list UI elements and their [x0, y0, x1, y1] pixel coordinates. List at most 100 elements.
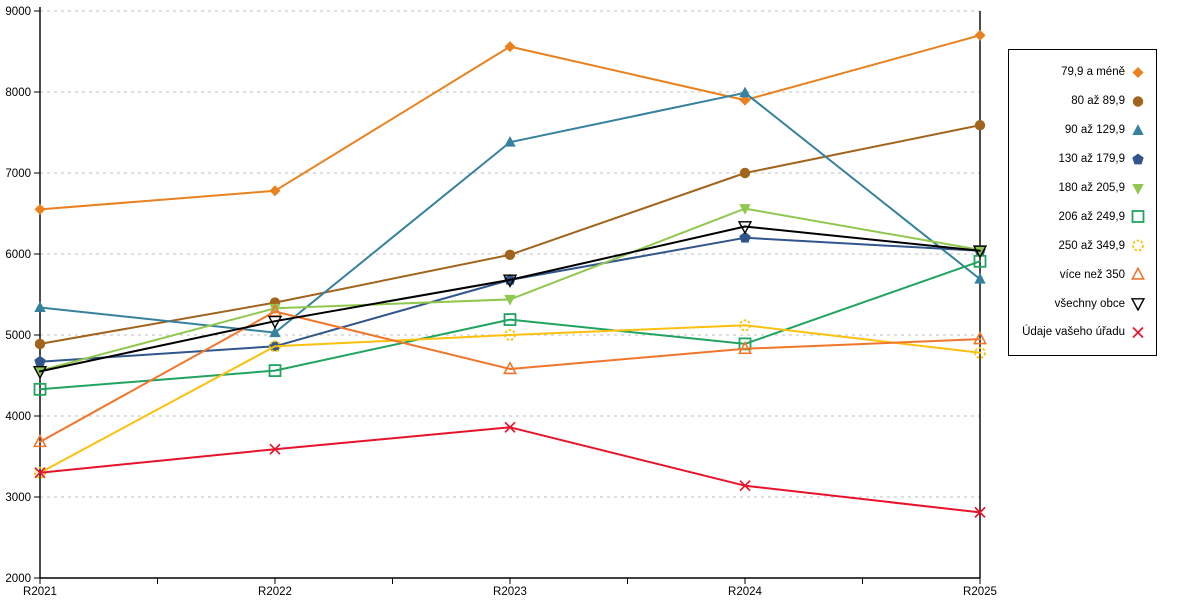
series: [34, 29, 986, 215]
x-axis-label: R2022: [258, 586, 292, 598]
legend-marker-icon: [1131, 210, 1145, 224]
data-point-marker-icon: [32, 434, 48, 448]
data-point-marker-icon: [739, 204, 751, 215]
series-line: [39, 260, 981, 391]
data-point-marker-icon: [739, 94, 751, 106]
legend-item: 79,9 a méně: [1013, 65, 1146, 80]
data-point-marker-icon: [739, 319, 751, 332]
series: [34, 86, 986, 338]
data-point-marker-icon: [974, 29, 986, 41]
legend-item: 80 až 89,9: [1013, 94, 1146, 109]
legend-item: více než 350: [1013, 267, 1146, 282]
legend-item: 130 až 179,9: [1013, 152, 1146, 167]
legend-item-label: 130 až 179,9: [1058, 153, 1125, 166]
legend-marker-icon: [1132, 183, 1144, 195]
series: [34, 421, 986, 519]
x-axis-label: R2021: [23, 586, 57, 598]
data-point-marker-icon: [269, 326, 281, 338]
x-axis-label: R2024: [728, 586, 762, 598]
legend-item-label: 206 až 249,9: [1058, 210, 1125, 223]
legend-item-label: 250 až 349,9: [1058, 239, 1125, 252]
legend-marker-icon: [1132, 326, 1144, 339]
series-line: [39, 324, 981, 474]
legend: 79,9 a méně 80 až 89,9 90 až 129,9 130 až 1…: [1008, 49, 1157, 356]
legend-item: Údaje vašeho úřadu: [1013, 325, 1146, 340]
data-point-marker-icon: [504, 294, 516, 306]
legend-marker-icon: [1130, 298, 1146, 312]
y-axis-label: 9000: [5, 6, 31, 18]
legend-item: 206 až 249,9: [1013, 209, 1146, 224]
legend-item-label: více než 350: [1059, 268, 1125, 281]
data-point-marker-icon: [739, 231, 751, 243]
data-point-marker-icon: [502, 361, 518, 375]
y-axis-label: 2000: [5, 573, 31, 585]
series-line: [39, 426, 981, 514]
legend-item-label: 79,9 a méně: [1061, 66, 1125, 79]
legend-item-label: Údaje vašeho úřadu: [1022, 326, 1125, 339]
data-point-marker-icon: [34, 355, 46, 367]
data-point-marker-icon: [503, 313, 517, 327]
series: [33, 254, 987, 396]
x-axis-label: R2023: [493, 586, 527, 598]
data-point-marker-icon: [974, 272, 986, 284]
legend-item-label: 90 až 129,9: [1064, 124, 1125, 137]
legend-item-label: všechny obce: [1054, 297, 1125, 310]
legend-item-label: 180 až 205,9: [1058, 182, 1125, 194]
y-axis-label: 4000: [5, 411, 31, 423]
legend-marker-icon: [1130, 267, 1146, 280]
y-axis-label: 8000: [5, 87, 31, 99]
data-point-marker-icon: [269, 185, 281, 197]
series: [32, 221, 988, 380]
series: [34, 204, 986, 377]
series-line: [39, 310, 981, 443]
y-axis-label: 3000: [5, 492, 31, 504]
legend-item: 180 až 205,9: [1013, 181, 1146, 196]
data-point-marker-icon: [33, 382, 47, 396]
series: [32, 303, 988, 448]
data-point-marker-icon: [972, 245, 988, 259]
data-point-marker-icon: [32, 366, 48, 380]
legend-item: 90 až 129,9: [1013, 123, 1146, 138]
y-axis-label: 6000: [5, 249, 31, 261]
data-point-marker-icon: [34, 338, 46, 350]
data-point-marker-icon: [737, 340, 753, 355]
y-axis-label: 7000: [5, 168, 31, 180]
legend-marker-icon: [1132, 153, 1144, 164]
data-point-marker-icon: [739, 86, 751, 98]
data-point-marker-icon: [269, 303, 281, 315]
x-axis-label: R2025: [963, 586, 997, 598]
legend-item: všechny obce: [1013, 296, 1146, 312]
data-point-marker-icon: [974, 346, 986, 359]
legend-marker-icon: [1132, 96, 1144, 107]
series-line: [39, 207, 981, 372]
legend-marker-icon: [1132, 66, 1144, 78]
data-point-marker-icon: [504, 136, 516, 147]
data-point-marker-icon: [504, 329, 516, 341]
legend-marker-icon: [1132, 124, 1144, 135]
legend-item: 250 až 349,9: [1013, 238, 1146, 253]
data-point-marker-icon: [502, 274, 518, 288]
data-point-marker-icon: [504, 41, 516, 53]
series-line: [39, 225, 981, 373]
data-point-marker-icon: [34, 301, 46, 312]
data-point-marker-icon: [269, 443, 281, 455]
y-axis-label: 5000: [5, 330, 31, 342]
data-point-marker-icon: [974, 506, 986, 519]
data-point-marker-icon: [504, 249, 516, 260]
data-point-marker-icon: [268, 364, 282, 378]
data-point-marker-icon: [739, 480, 751, 492]
data-point-marker-icon: [974, 120, 986, 131]
data-point-marker-icon: [267, 315, 283, 330]
data-point-marker-icon: [34, 467, 46, 479]
legend-item-label: 80 až 89,9: [1071, 95, 1125, 108]
data-point-marker-icon: [269, 340, 281, 353]
data-point-marker-icon: [973, 254, 987, 268]
data-point-marker-icon: [34, 203, 46, 215]
data-point-marker-icon: [739, 167, 751, 179]
legend-marker-icon: [1132, 239, 1144, 252]
data-point-marker-icon: [972, 331, 988, 345]
data-point-marker-icon: [737, 221, 753, 235]
series-line: [39, 34, 981, 211]
